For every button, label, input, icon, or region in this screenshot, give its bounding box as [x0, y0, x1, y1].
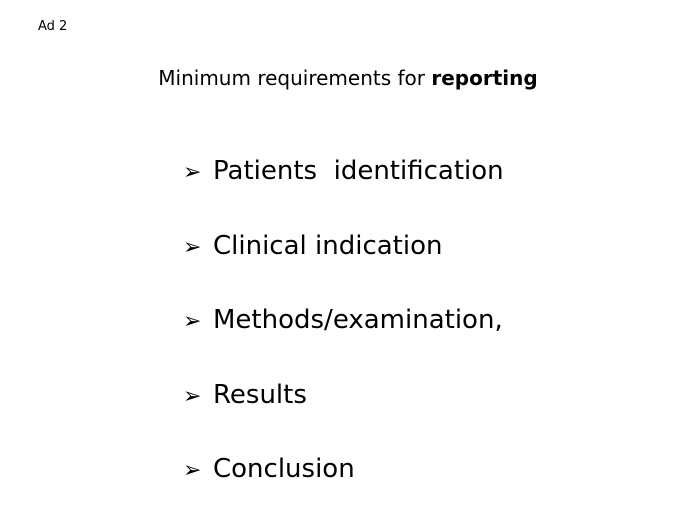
- slide-tag: Ad 2: [38, 19, 68, 34]
- arrowhead-bullet-icon: ➢: [183, 309, 202, 334]
- list-item: ➢ Patients identification: [183, 156, 504, 231]
- list-item: ➢ Clinical indication: [183, 231, 504, 306]
- slide-title: Minimum requirements for reporting: [0, 66, 696, 90]
- arrowhead-bullet-icon: ➢: [183, 160, 202, 185]
- list-item-label: Clinical indication: [213, 230, 443, 261]
- list-item: ➢ Methods/examination,: [183, 305, 504, 380]
- arrowhead-bullet-icon: ➢: [183, 458, 202, 483]
- list-item-label: Conclusion: [213, 454, 355, 484]
- title-text: Minimum requirements for: [158, 66, 432, 90]
- bullet-list: ➢ Patients identification ➢ Clinical indic…: [183, 156, 504, 529]
- list-item-label: Results: [213, 379, 307, 410]
- title-bold-text: reporting: [431, 66, 538, 90]
- arrowhead-bullet-icon: ➢: [183, 234, 202, 260]
- arrowhead-bullet-icon: ➢: [183, 383, 202, 409]
- list-item: ➢ Conclusion: [183, 454, 504, 529]
- list-item: ➢ Results: [183, 380, 504, 455]
- list-item-label: Methods/examination,: [213, 305, 503, 335]
- list-item-label: Patients identification: [213, 156, 504, 186]
